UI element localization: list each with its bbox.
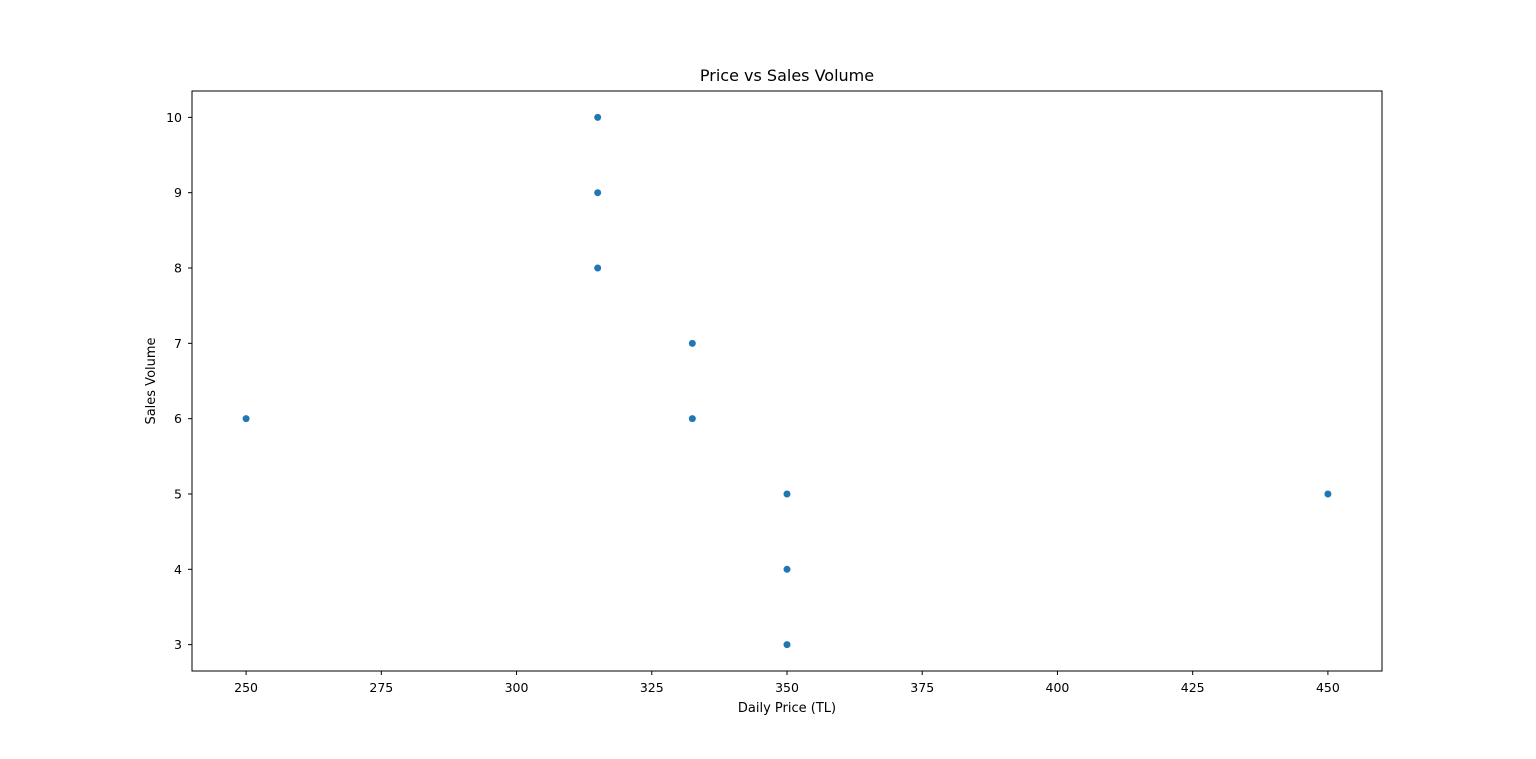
x-tick-label: 275	[369, 680, 393, 695]
data-point	[1323, 489, 1333, 499]
data-point	[782, 565, 792, 574]
data-point	[593, 188, 602, 197]
x-axis: 250 275 300 325 350 375 400 425 450	[234, 671, 1340, 695]
data-points	[241, 113, 1333, 649]
plot-frame	[191, 90, 1383, 672]
x-tick-label: 250	[234, 680, 258, 695]
y-tick-label: 3	[174, 637, 182, 652]
x-tick-label: 350	[775, 680, 799, 695]
data-point	[593, 113, 602, 122]
x-tick-label: 400	[1046, 680, 1070, 695]
x-tick-label: 375	[910, 680, 934, 695]
chart-title: Price vs Sales Volume	[700, 66, 874, 85]
y-tick-label: 7	[174, 336, 182, 351]
x-tick-label: 425	[1181, 680, 1205, 695]
y-tick-label: 6	[174, 411, 182, 426]
data-point	[688, 414, 697, 423]
data-point	[782, 489, 792, 499]
data-point	[593, 263, 602, 273]
y-tick-label: 8	[174, 261, 182, 276]
x-tick-label: 325	[640, 680, 664, 695]
y-axis-label: Sales Volume	[144, 337, 159, 424]
y-tick-label: 9	[174, 185, 182, 200]
data-point	[688, 339, 697, 348]
y-tick-label: 4	[174, 562, 182, 577]
data-point	[241, 414, 251, 423]
x-tick-label: 450	[1316, 680, 1340, 695]
y-axis: 3 4 5 6 7 8 9 10	[166, 110, 192, 652]
y-tick-label: 10	[166, 110, 182, 125]
y-tick-label: 5	[174, 486, 182, 501]
x-tick-label: 300	[505, 680, 529, 695]
data-point	[782, 640, 792, 649]
x-axis-label: Daily Price (TL)	[738, 701, 836, 716]
